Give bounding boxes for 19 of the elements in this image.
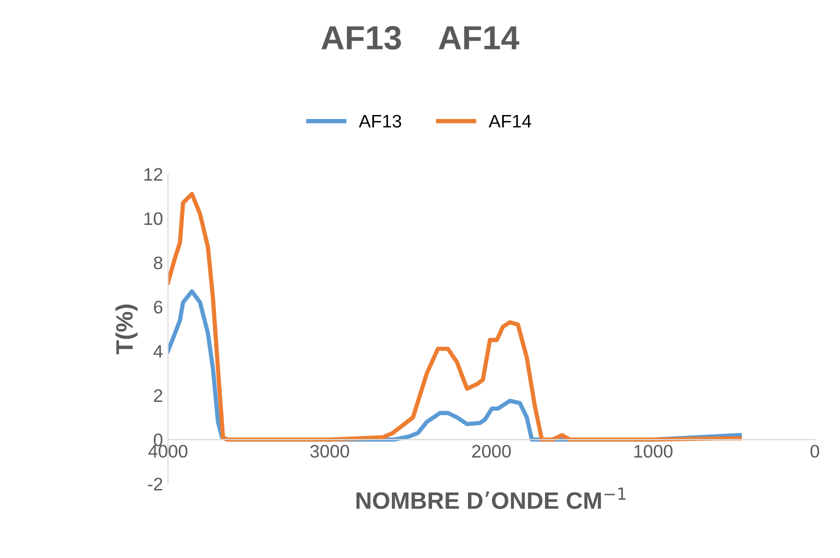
x-tick-label: 2000 [472,444,511,458]
x-tick-label: 3000 [310,444,350,458]
x-axis-title: NOMBRE D’ONDE CM$^{−1}$ [356,488,626,509]
y-tick-label: 2 [154,389,162,402]
chart-title: AF13 AF14 [321,26,520,50]
y-axis-title: T(%) [115,304,138,354]
legend-label: AF13 [358,114,402,128]
y-tick-label: 0 [154,433,162,446]
y-tick-label: 6 [154,300,162,314]
y-tick-label: 8 [154,256,162,270]
y-tick-label: -2 [148,478,162,490]
line-series [168,192,742,442]
legend-label: AF14 [488,115,532,128]
x-tick-label: 0 [810,444,820,458]
x-tick-label: 4000 [148,444,188,458]
x-tick-label: 1000 [634,444,672,458]
y-tick-label: 12 [144,168,162,181]
y-tick-label: 4 [154,345,163,358]
y-tick-label: 10 [144,212,162,226]
